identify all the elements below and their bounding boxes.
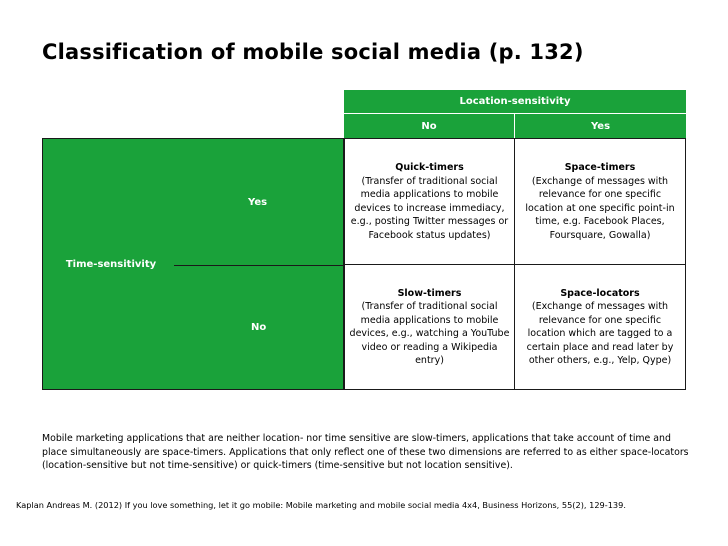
row-label-no: No [251, 322, 267, 333]
column-header-yes: Yes [515, 114, 686, 138]
cell-title: Space-locators [560, 287, 640, 299]
divider-line [174, 265, 344, 266]
cell-body: (Exchange of messages with relevance for… [526, 301, 674, 366]
cell-quick-timers: Quick-timers (Transfer of traditional so… [344, 138, 515, 265]
cell-title: Slow-timers [397, 287, 462, 299]
row-label-yes: Yes [248, 197, 268, 208]
cell-title: Quick-timers [395, 162, 464, 173]
slide-title: Classification of mobile social media (p… [42, 40, 584, 64]
cell-space-locators: Space-locators (Exchange of messages wit… [514, 264, 686, 390]
cell-body: (Exchange of messages with relevance for… [525, 175, 675, 241]
cell-body: (Transfer of traditional social media ap… [350, 175, 509, 241]
cell-title: Space-timers [564, 162, 636, 173]
location-sensitivity-header: Location-sensitivity [344, 90, 686, 113]
cell-slow-timers: Slow-timers (Transfer of traditional soc… [344, 264, 515, 390]
cell-space-timers: Space-timers (Exchange of messages with … [514, 138, 686, 265]
column-header-no: No [344, 114, 514, 138]
footnote-text: Mobile marketing applications that are n… [42, 433, 689, 472]
citation-text: Kaplan Andreas M. (2012) If you love som… [16, 500, 626, 510]
time-sensitivity-label: Time-sensitivity [48, 254, 174, 274]
cell-body: (Transfer of traditional social media ap… [349, 301, 510, 366]
